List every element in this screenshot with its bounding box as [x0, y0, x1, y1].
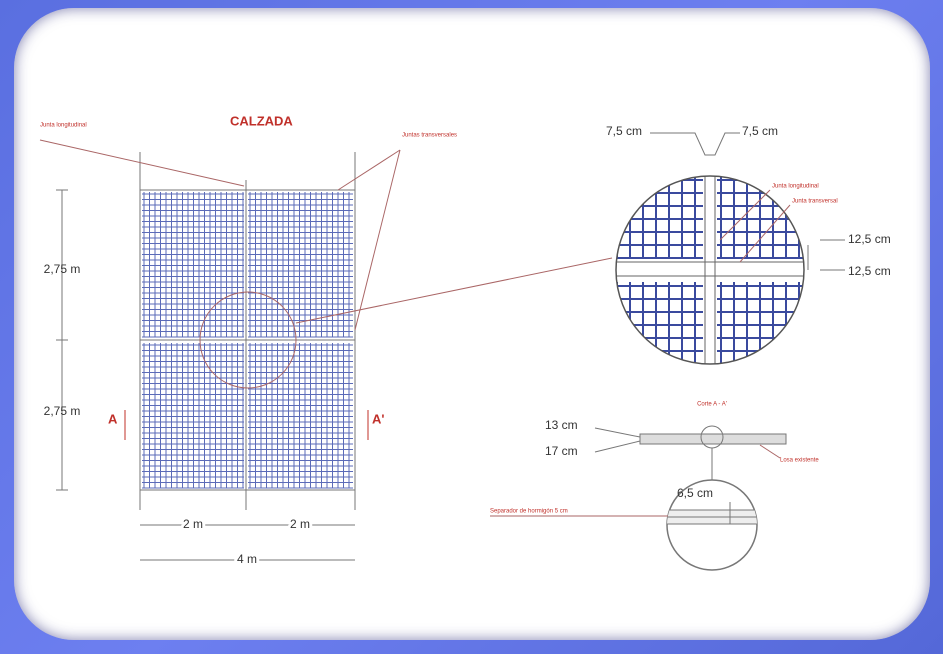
dimension: 2,75 m: [44, 404, 81, 418]
dimension: 12,5 cm: [848, 232, 891, 246]
dimension: 2 m: [290, 517, 310, 531]
label: Juntas transversales: [402, 133, 457, 139]
dimension: 13 cm: [545, 418, 578, 432]
dimension: 4 m: [237, 552, 257, 566]
dimension: 7,5 cm: [606, 124, 642, 138]
dimension: 2 m: [183, 517, 203, 531]
label: Junta longitudinal: [772, 184, 819, 190]
dimension: 2,75 m: [44, 262, 81, 276]
slab-grid: [142, 192, 353, 489]
label: Junta transversal: [792, 199, 838, 205]
dimension: 17 cm: [545, 444, 578, 458]
label: Losa existente: [780, 458, 819, 464]
section-mark: A': [372, 411, 384, 426]
dimension: 6,5 cm: [677, 486, 713, 500]
plan-outline: [39, 139, 613, 561]
label: Junta longitudinal: [40, 123, 87, 129]
dimension: 12,5 cm: [848, 264, 891, 278]
detail-outline: [490, 132, 845, 571]
section-detail: [667, 502, 757, 525]
plan-title: CALZADA: [230, 113, 293, 128]
label: Separador de hormigón 5 cm: [490, 509, 568, 515]
section-title: Corte A - A': [697, 402, 727, 408]
dimension: 7,5 cm: [742, 124, 778, 138]
section-mark: A: [108, 411, 118, 426]
